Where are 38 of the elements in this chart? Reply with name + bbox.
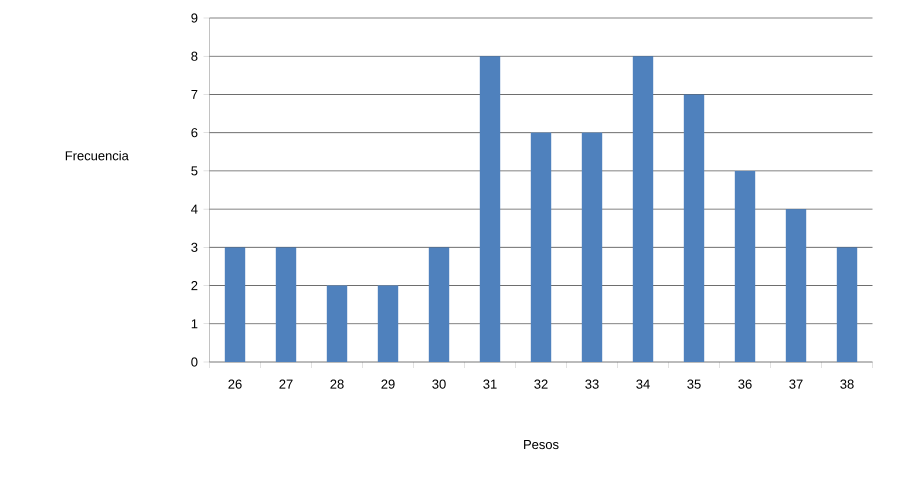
bar	[836, 247, 858, 362]
y-tick-label: 3	[191, 242, 198, 252]
bar	[530, 132, 552, 362]
y-tick-label: 8	[191, 52, 198, 61]
y-tick-label: 7	[191, 90, 198, 99]
x-tick-label: 28	[330, 380, 344, 389]
bar	[378, 286, 398, 362]
y-tick-label: 9	[191, 13, 198, 23]
x-axis-title: Pesos	[524, 440, 559, 450]
bar	[632, 56, 654, 362]
y-axis-title: Frecuencia	[66, 150, 129, 160]
bar	[684, 94, 704, 362]
bar	[276, 247, 296, 362]
x-tick-label: 27	[279, 380, 293, 389]
y-tick-label: 5	[191, 166, 198, 176]
bar	[326, 286, 348, 362]
bar	[428, 247, 450, 362]
y-tick-label: 1	[192, 319, 198, 328]
x-tick-label: 30	[432, 380, 446, 389]
y-tick-label: 0	[191, 357, 198, 367]
x-tick-label: 34	[636, 380, 650, 389]
bar	[480, 56, 500, 362]
bar	[734, 170, 756, 362]
x-tick-label: 33	[585, 380, 599, 389]
y-tick-label: 2	[191, 281, 198, 290]
y-tick-label: 6	[191, 128, 198, 138]
x-tick-label: 35	[687, 380, 701, 389]
x-tick-label: 38	[840, 380, 854, 389]
y-tick-label: 4	[191, 204, 198, 214]
bar	[786, 209, 806, 362]
x-tick-label: 26	[228, 380, 242, 389]
bar	[224, 247, 246, 362]
x-tick-label: 36	[738, 380, 752, 389]
x-tick-label: 31	[483, 380, 497, 389]
bar	[582, 132, 602, 362]
x-tick-label: 29	[381, 380, 395, 389]
x-tick-label: 37	[789, 380, 803, 389]
x-tick-label: 32	[534, 380, 548, 389]
